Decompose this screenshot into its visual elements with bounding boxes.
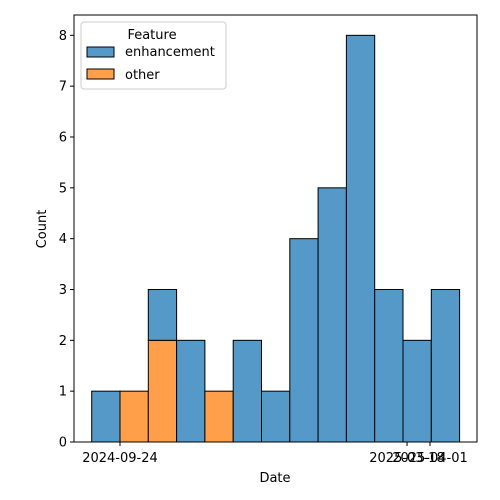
y-tick-label-8: 8	[59, 29, 67, 44]
y-axis: 0 1 2 3 4 5 6 7 8	[59, 29, 74, 451]
bar-enhancement-2024-09-14	[91, 390, 121, 443]
bar-other-2024-09-24	[119, 390, 149, 443]
bar-enhancement-2024-10-05	[147, 289, 178, 341]
y-tick-label-7: 7	[59, 80, 67, 95]
legend-label-other: other	[125, 68, 160, 83]
bars-layer	[91, 34, 461, 443]
bar-enhancement-2024-11-05	[232, 339, 262, 443]
bar-other-2024-10-05	[147, 339, 178, 443]
bar-enhancement-2024-11-15	[261, 390, 291, 443]
bar-enhancement-2025-01-06	[402, 339, 432, 443]
legend-swatch-enhancement	[86, 46, 115, 58]
legend-label-enhancement: enhancement	[125, 45, 215, 60]
y-tick-label-2: 2	[59, 334, 67, 349]
x-tick-label-2024-09-24: 2024-09-24	[82, 451, 158, 466]
y-axis-label: Count	[35, 210, 50, 249]
bar-enhancement-2025-01-17	[430, 289, 461, 443]
bar-enhancement-2024-11-26	[289, 238, 319, 443]
x-tick-label-2025-04-01: 2025-04-01	[392, 451, 468, 466]
bar-enhancement-2024-12-27	[374, 289, 404, 443]
y-tick-label-3: 3	[59, 283, 67, 298]
y-tick-label-6: 6	[59, 131, 67, 146]
legend-title: Feature	[127, 28, 176, 43]
bar-other-2024-10-26	[204, 390, 234, 443]
y-tick-label-1: 1	[59, 385, 67, 400]
x-tick-label-2025-03-18: 2025-03-18	[369, 451, 445, 466]
bar-enhancement-2024-12-06	[317, 187, 347, 443]
x-axis-label: Date	[259, 471, 290, 486]
y-tick-label-0: 0	[59, 436, 67, 451]
legend-swatch-other	[86, 68, 115, 80]
y-tick-label-4: 4	[59, 232, 67, 247]
legend: Feature enhancement other	[80, 21, 227, 90]
plot-frame	[73, 14, 478, 443]
bar-enhancement-2024-12-17	[345, 34, 376, 443]
legend-box	[80, 21, 227, 90]
y-tick-label-5: 5	[59, 181, 67, 196]
bar-enhancement-2024-10-15	[176, 339, 206, 443]
